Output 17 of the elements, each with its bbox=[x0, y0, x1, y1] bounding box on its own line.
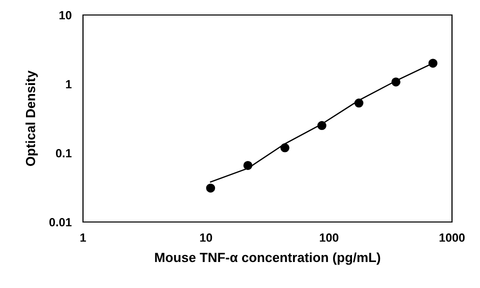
point bbox=[428, 58, 438, 68]
point bbox=[317, 121, 326, 130]
point bbox=[391, 77, 400, 86]
x-tick-label: 1 bbox=[80, 234, 86, 242]
y-tick-label: 0.01 bbox=[49, 218, 72, 226]
y-axis-title: Optical Density bbox=[26, 70, 38, 166]
x-tick-label: 1000 bbox=[440, 233, 465, 242]
y-tick-label: 10 bbox=[60, 11, 72, 20]
point bbox=[354, 98, 364, 108]
x-axis-title: Mouse TNF-α concentration (pg/mL) bbox=[155, 252, 380, 265]
x-tick-label: 10 bbox=[200, 233, 212, 242]
y-tick-label: 1 bbox=[66, 80, 72, 88]
x-tick-label: 100 bbox=[320, 233, 338, 242]
point bbox=[206, 184, 216, 193]
point bbox=[280, 143, 290, 152]
point bbox=[243, 160, 252, 170]
y-tick-label: 0.1 bbox=[56, 149, 72, 158]
